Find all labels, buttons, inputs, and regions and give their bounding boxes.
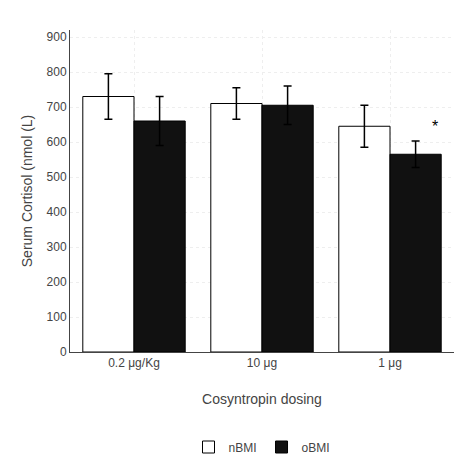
svg-text:0.2 μg/Kg: 0.2 μg/Kg — [108, 356, 160, 370]
svg-text:200: 200 — [47, 275, 67, 289]
svg-text:10 μg: 10 μg — [247, 356, 277, 370]
svg-text:*: * — [432, 118, 438, 135]
svg-text:400: 400 — [47, 205, 67, 219]
svg-text:900: 900 — [47, 30, 67, 44]
svg-text:500: 500 — [47, 170, 67, 184]
svg-text:1 μg: 1 μg — [378, 356, 402, 370]
svg-text:Serum Cortisol (nmol (L): Serum Cortisol (nmol (L) — [19, 115, 35, 267]
svg-text:700: 700 — [47, 100, 67, 114]
svg-text:Cosyntropin dosing: Cosyntropin dosing — [202, 391, 322, 407]
svg-text:600: 600 — [47, 135, 67, 149]
svg-text:oBMI: oBMI — [302, 441, 330, 455]
svg-text:800: 800 — [47, 65, 67, 79]
svg-text:300: 300 — [47, 240, 67, 254]
svg-text:nBMI: nBMI — [229, 441, 257, 455]
svg-text:0: 0 — [60, 345, 67, 359]
svg-text:100: 100 — [47, 310, 67, 324]
